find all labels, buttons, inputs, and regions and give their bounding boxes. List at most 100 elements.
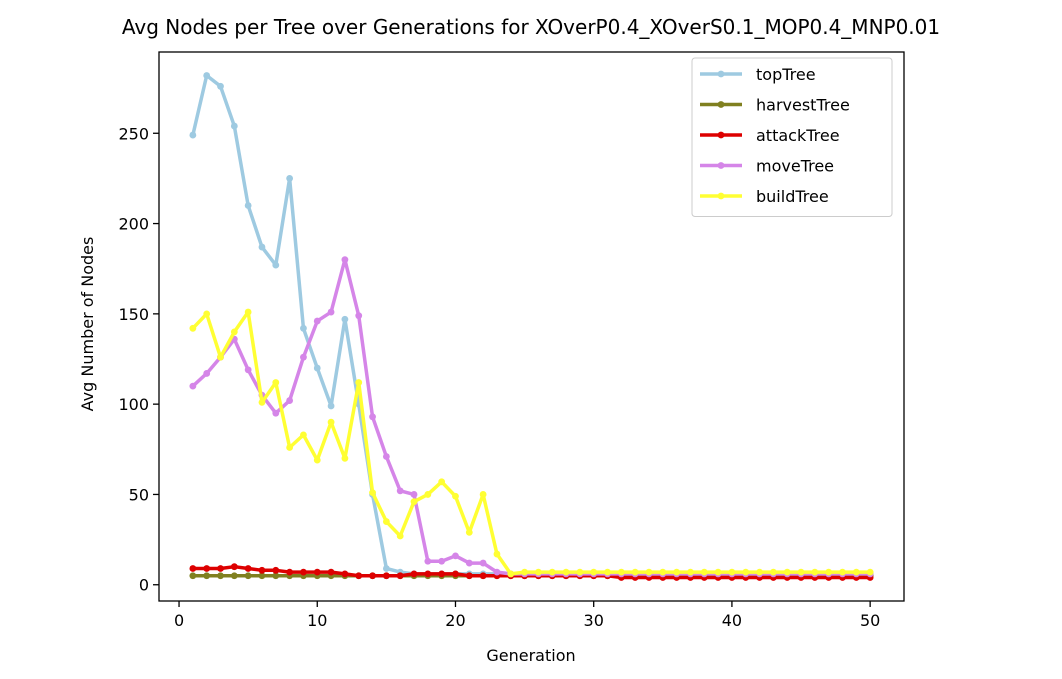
y-tick-label: 150 bbox=[118, 305, 149, 324]
data-point-attackTree bbox=[452, 570, 459, 578]
legend-swatch-marker bbox=[717, 101, 725, 108]
data-point-moveTree bbox=[327, 308, 335, 316]
data-point-attackTree bbox=[410, 570, 418, 578]
data-point-buildTree bbox=[562, 568, 570, 576]
data-point-attackTree bbox=[286, 568, 294, 576]
data-point-moveTree bbox=[396, 487, 404, 495]
data-point-buildTree bbox=[617, 568, 625, 576]
legend-item-moveTree: moveTree bbox=[700, 157, 834, 176]
legend-swatch-marker bbox=[717, 131, 725, 139]
data-point-buildTree bbox=[493, 550, 501, 558]
data-point-buildTree bbox=[825, 568, 833, 576]
axes-frame bbox=[158, 51, 905, 602]
legend-item-harvestTree: harvestTree bbox=[700, 96, 850, 115]
legend-label: harvestTree bbox=[756, 96, 850, 115]
data-point-attackTree bbox=[272, 566, 280, 574]
data-point-moveTree bbox=[341, 256, 349, 264]
legend-item-attackTree: attackTree bbox=[700, 126, 840, 145]
data-point-harvestTree bbox=[230, 572, 238, 580]
data-point-buildTree bbox=[396, 532, 404, 540]
data-point-buildTree bbox=[700, 568, 708, 576]
data-point-moveTree bbox=[438, 557, 446, 565]
data-point-buildTree bbox=[286, 444, 294, 451]
data-point-attackTree bbox=[327, 568, 335, 576]
x-tick-label: 40 bbox=[722, 611, 742, 630]
data-point-moveTree bbox=[286, 397, 294, 404]
data-point-buildTree bbox=[852, 568, 860, 576]
data-point-attackTree bbox=[313, 568, 321, 576]
data-point-buildTree bbox=[300, 431, 307, 439]
legend-label: attackTree bbox=[756, 126, 840, 145]
x-tick-label: 0 bbox=[174, 611, 184, 630]
data-point-topTree bbox=[244, 202, 252, 209]
data-point-buildTree bbox=[645, 568, 653, 576]
data-point-topTree bbox=[230, 122, 238, 130]
data-point-attackTree bbox=[396, 572, 404, 580]
data-point-buildTree bbox=[327, 418, 335, 426]
data-point-buildTree bbox=[341, 454, 349, 462]
legend-label: moveTree bbox=[756, 157, 834, 176]
y-tick-label: 250 bbox=[118, 124, 149, 143]
data-point-buildTree bbox=[313, 456, 321, 464]
data-point-moveTree bbox=[313, 317, 321, 325]
y-axis-title: Avg Number of Nodes bbox=[78, 237, 97, 412]
x-tick-label: 30 bbox=[584, 611, 604, 630]
y-tick-label: 100 bbox=[118, 395, 149, 414]
data-point-buildTree bbox=[369, 489, 376, 497]
legend-item-topTree: topTree bbox=[700, 65, 816, 84]
data-point-harvestTree bbox=[217, 572, 224, 580]
data-point-moveTree bbox=[369, 413, 376, 421]
axes-layer: 0 10 20 30 40 50 0 50 100 150 200 250 bbox=[118, 51, 905, 630]
data-point-attackTree bbox=[479, 572, 487, 580]
data-point-moveTree bbox=[424, 557, 432, 565]
data-point-topTree bbox=[341, 315, 349, 323]
y-tick-label: 200 bbox=[118, 215, 149, 234]
data-point-attackTree bbox=[382, 572, 390, 580]
data-point-topTree bbox=[382, 565, 390, 572]
data-point-buildTree bbox=[203, 310, 211, 318]
data-point-buildTree bbox=[742, 568, 750, 576]
chart-title: Avg Nodes per Tree over Generations for … bbox=[122, 15, 940, 39]
data-point-topTree bbox=[258, 243, 266, 251]
data-point-topTree bbox=[203, 72, 211, 79]
data-point-topTree bbox=[300, 324, 307, 332]
data-point-buildTree bbox=[769, 568, 777, 576]
data-point-buildTree bbox=[548, 568, 556, 576]
data-point-buildTree bbox=[728, 568, 736, 576]
data-point-attackTree bbox=[203, 565, 211, 572]
legend-label: topTree bbox=[756, 65, 816, 84]
series-layer bbox=[189, 72, 874, 581]
data-point-moveTree bbox=[244, 366, 252, 374]
legend-swatch-marker bbox=[717, 192, 725, 200]
data-point-attackTree bbox=[244, 565, 252, 572]
data-point-buildTree bbox=[659, 568, 667, 576]
data-point-harvestTree bbox=[203, 572, 211, 580]
legend: topTree harvestTree attackTree moveTree buil… bbox=[691, 57, 893, 217]
data-point-moveTree bbox=[479, 559, 487, 567]
data-point-buildTree bbox=[479, 491, 487, 498]
legend-swatch-marker bbox=[717, 70, 725, 78]
data-point-buildTree bbox=[866, 568, 874, 576]
x-tick-label: 20 bbox=[445, 611, 465, 630]
data-point-moveTree bbox=[355, 312, 363, 320]
data-point-topTree bbox=[189, 131, 197, 139]
legend-box bbox=[691, 57, 893, 217]
data-point-buildTree bbox=[230, 328, 238, 336]
data-point-buildTree bbox=[507, 570, 515, 578]
legend-swatch-marker bbox=[717, 162, 725, 169]
data-point-buildTree bbox=[839, 568, 846, 576]
data-point-buildTree bbox=[811, 568, 819, 576]
x-tick-label: 10 bbox=[307, 611, 327, 630]
data-point-buildTree bbox=[535, 568, 542, 576]
data-point-buildTree bbox=[687, 568, 694, 576]
data-point-buildTree bbox=[258, 398, 266, 406]
data-point-attackTree bbox=[189, 565, 197, 572]
data-point-buildTree bbox=[576, 568, 584, 576]
data-point-attackTree bbox=[230, 563, 238, 571]
x-tick-label: 50 bbox=[860, 611, 880, 630]
data-point-topTree bbox=[217, 82, 224, 90]
data-point-buildTree bbox=[355, 379, 363, 386]
data-point-attackTree bbox=[369, 572, 376, 580]
data-point-attackTree bbox=[465, 572, 473, 580]
